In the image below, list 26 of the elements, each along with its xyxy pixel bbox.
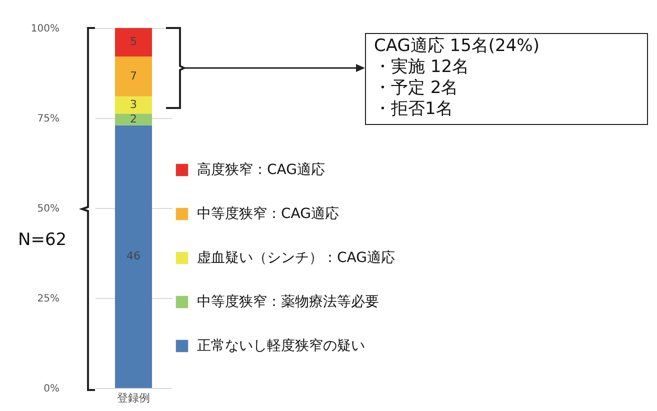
y-tick-label: 25%: [37, 294, 60, 304]
bar: [115, 114, 152, 126]
text: ・予定 2名: [374, 78, 460, 99]
legend-label: 中等度狭窄：CAG適応: [197, 206, 339, 222]
bar: [115, 28, 152, 56]
bar: [115, 56, 152, 96]
bar: [115, 125, 152, 388]
annotation: 3: [130, 98, 137, 112]
y-tick-label: 75%: [37, 114, 60, 124]
legend-label: 正常ないし軽度狭窄の疑い: [197, 338, 365, 354]
text: N=62: [18, 230, 67, 250]
legend-label: 中等度狭窄：薬物療法等必要: [197, 294, 379, 310]
annotation: 5: [130, 35, 137, 48]
text: ・拒否1名: [374, 99, 454, 120]
annotation: 46: [126, 250, 140, 263]
annotation: 2: [130, 112, 137, 126]
y-tick-label: 50%: [37, 204, 60, 214]
text: CAG適応 15名(24%): [374, 36, 540, 57]
legend-label: 虚血疑い（シンチ）：CAG適応: [197, 250, 395, 266]
annotation: 7: [130, 69, 137, 82]
text: ・実施 12名: [374, 57, 470, 78]
bar: [115, 96, 152, 114]
y-tick-label: 100%: [30, 24, 60, 34]
legend-label: 高度狭窄：CAG適応: [197, 162, 325, 178]
x-tick-label: 登録例: [117, 392, 150, 404]
y-tick-label: 0%: [44, 384, 60, 394]
